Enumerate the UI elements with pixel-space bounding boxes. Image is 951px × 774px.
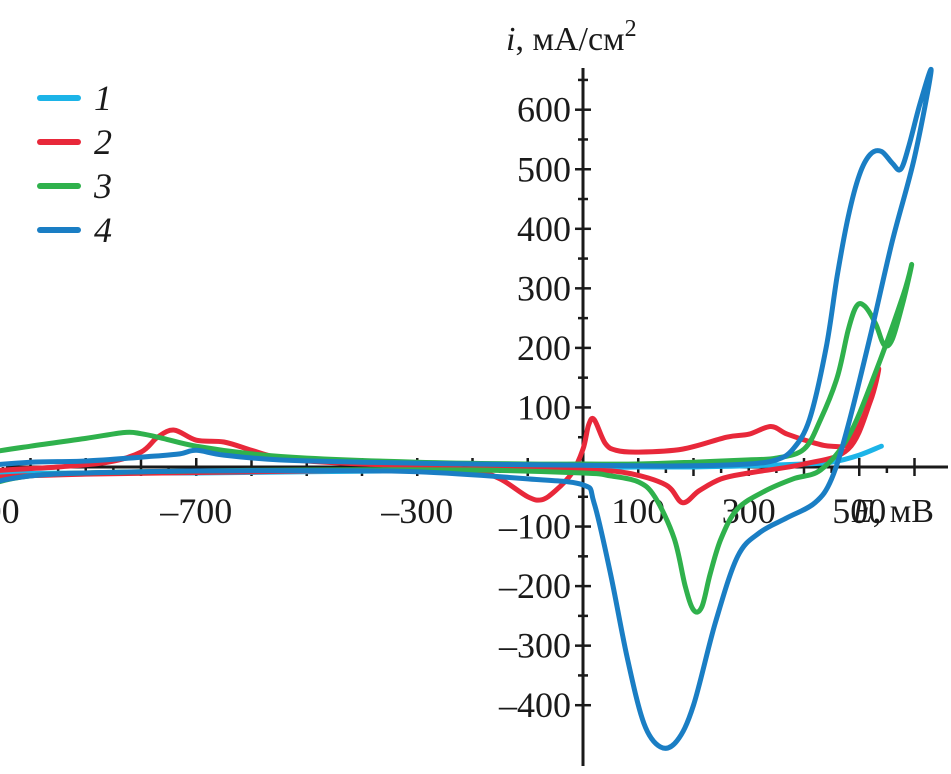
series-line-2 <box>0 366 882 506</box>
y-tick-label: 600 <box>517 90 571 130</box>
y-tick-label: 200 <box>517 328 571 368</box>
y-tick-label: –100 <box>498 507 571 547</box>
axes <box>6 68 948 766</box>
axis-ticks: –1100–700–300100300500–400–300–200–10010… <box>0 78 916 725</box>
y-tick-label: –400 <box>498 685 571 725</box>
legend-label-2: 2 <box>94 122 112 162</box>
legend-label-1: 1 <box>94 78 112 118</box>
y-tick-label: 100 <box>517 387 571 427</box>
y-axis-title-sup: 2 <box>625 16 637 42</box>
y-tick-label: –200 <box>498 566 571 606</box>
x-tick-label: –700 <box>159 491 232 531</box>
x-tick-label: 500 <box>832 491 886 531</box>
x-axis-title-var: E <box>851 493 873 530</box>
legend-label-4: 4 <box>94 210 112 250</box>
x-axis-title-unit: , мВ <box>873 493 934 530</box>
x-tick-label: –1100 <box>0 491 20 531</box>
legend-label-3: 3 <box>93 166 112 206</box>
y-axis-title-unit: , мА/см <box>515 21 624 58</box>
y-tick-label: –300 <box>498 626 571 666</box>
series-group <box>0 66 934 751</box>
y-tick-label: 400 <box>517 209 571 249</box>
y-tick-label: 500 <box>517 149 571 189</box>
x-axis-title: E, мВ <box>851 493 934 530</box>
series-line-3 <box>0 261 915 615</box>
y-axis-title-var: i <box>506 21 515 58</box>
x-tick-label: –300 <box>380 491 453 531</box>
y-axis-title: i, мА/см2 <box>506 16 637 58</box>
y-tick-label: 300 <box>517 268 571 308</box>
series-line-4 <box>0 66 934 751</box>
